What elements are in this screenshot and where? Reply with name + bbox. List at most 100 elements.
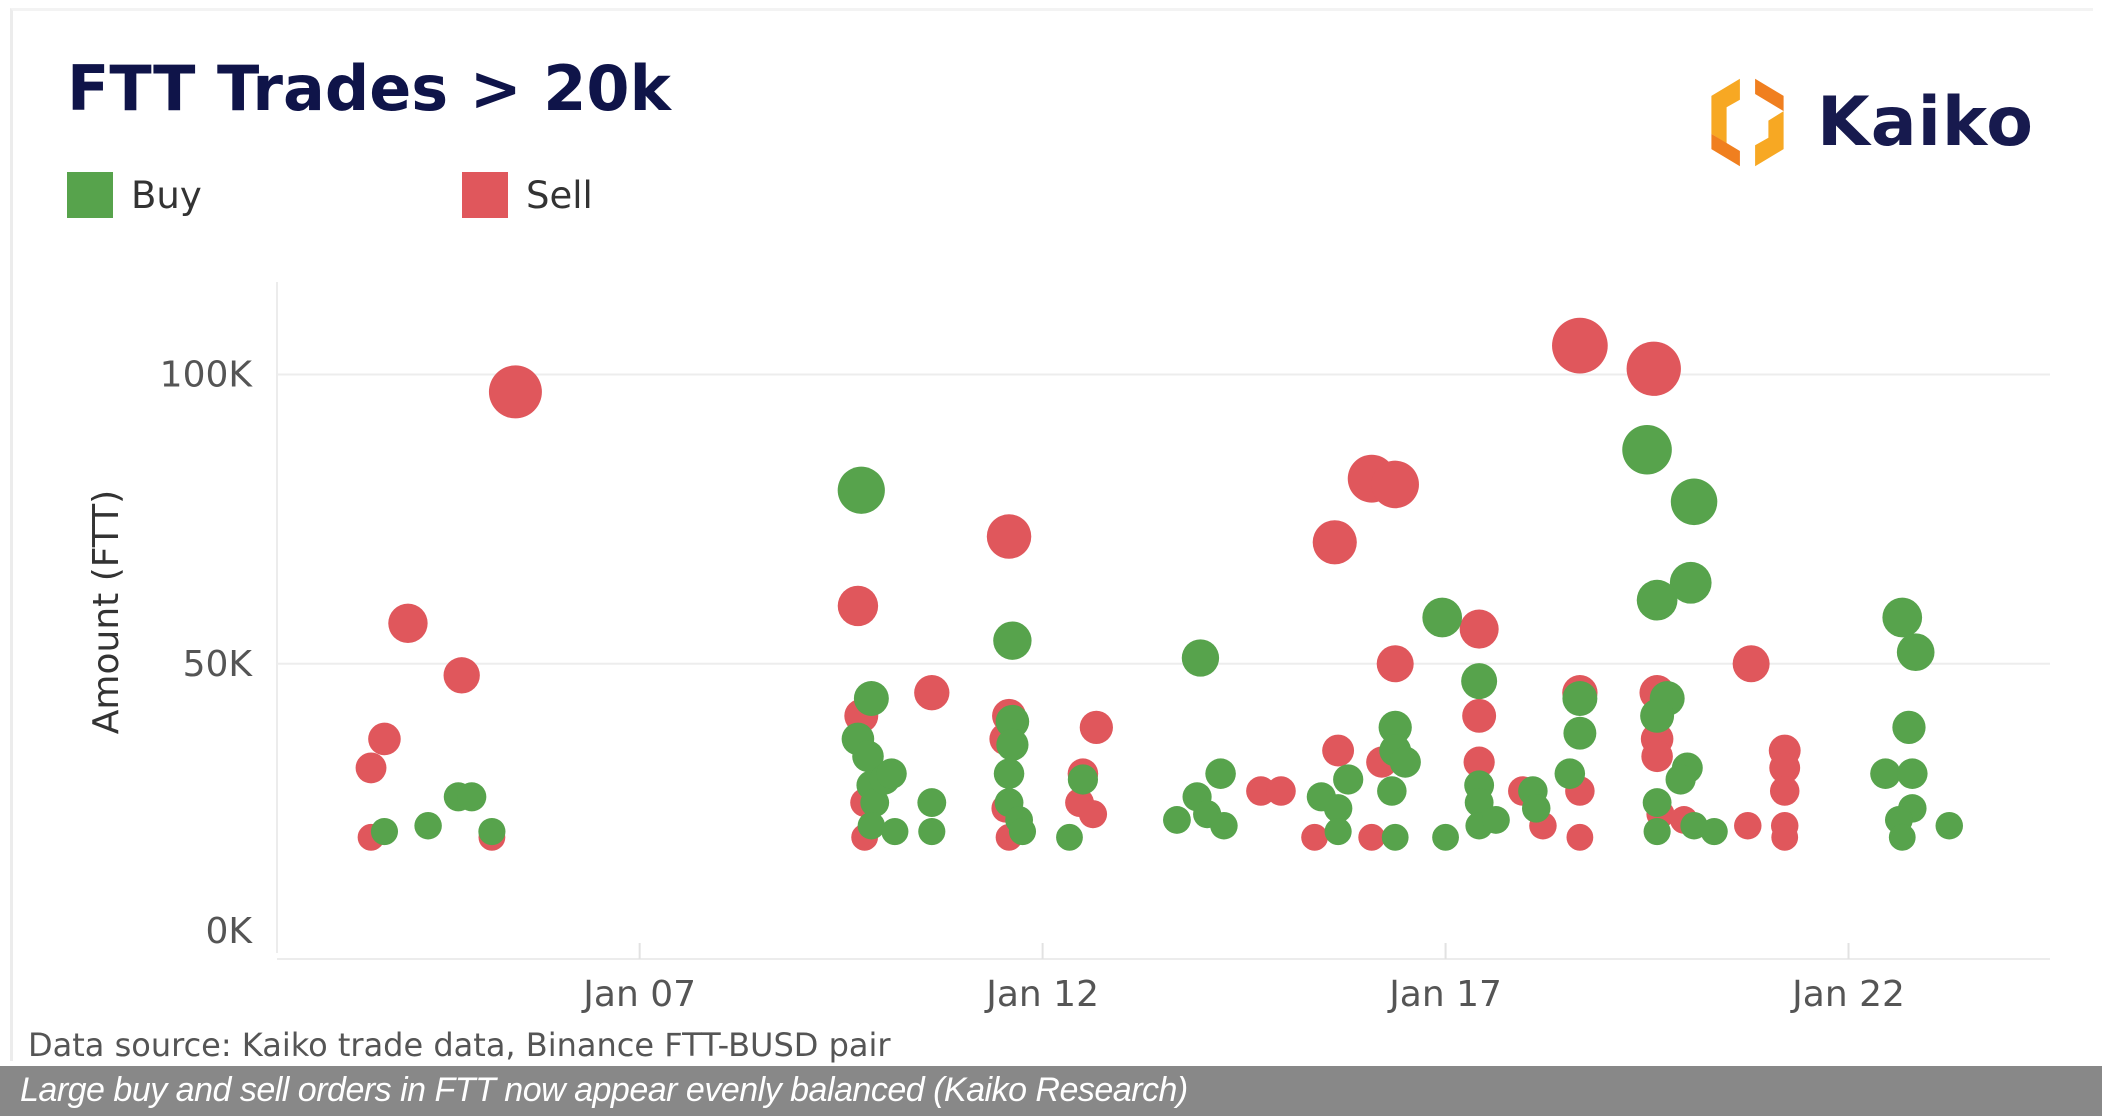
data-point-sell <box>1771 823 1799 851</box>
x-tick-label: Jan 17 <box>1387 974 1502 1015</box>
x-tick-label: Jan 07 <box>581 974 696 1015</box>
data-point-buy <box>1935 812 1964 840</box>
data-point-sell <box>443 657 480 694</box>
data-point-buy <box>1642 788 1672 818</box>
data-point-buy <box>1562 681 1598 716</box>
data-point-buy <box>1377 776 1407 806</box>
data-point-buy <box>1323 794 1353 823</box>
x-tick-label: Jan 22 <box>1790 974 1905 1015</box>
data-point-sell <box>1462 698 1497 733</box>
data-point-buy <box>414 812 442 840</box>
data-point-buy <box>1389 746 1421 778</box>
data-point-buy <box>1422 597 1463 638</box>
data-point-sell <box>1732 645 1770 683</box>
data-point-sell <box>1078 800 1108 829</box>
data-point-buy <box>1324 817 1352 846</box>
legend-item-sell[interactable]: Sell <box>462 172 593 218</box>
data-point-buy <box>1378 710 1412 745</box>
data-point-buy <box>993 758 1025 789</box>
y-tick-label: 100K <box>160 355 254 396</box>
data-point-buy <box>1888 823 1916 851</box>
data-point-buy <box>837 466 885 514</box>
data-point-buy <box>1461 663 1498 700</box>
data-point-buy <box>457 782 487 812</box>
data-point-sell <box>488 365 542 419</box>
data-point-sell <box>1312 520 1357 565</box>
legend-swatch-buy <box>67 172 113 218</box>
data-point-buy <box>1067 764 1099 795</box>
kaiko-hexagon-logo-icon <box>1711 78 1784 167</box>
x-tick-label: Jan 12 <box>984 974 1099 1015</box>
data-point-buy <box>478 817 506 846</box>
data-point-sell <box>1301 823 1329 851</box>
legend-swatch-sell <box>462 172 508 218</box>
data-point-buy <box>1892 710 1926 745</box>
data-point-sell <box>1376 645 1414 683</box>
data-point-buy <box>1882 597 1923 638</box>
data-point-buy <box>1563 716 1597 750</box>
data-point-buy <box>1521 794 1551 823</box>
data-point-buy <box>852 740 884 773</box>
data-point-sell <box>1641 740 1673 773</box>
data-point-buy <box>1333 764 1364 795</box>
data-point-buy <box>1181 639 1220 677</box>
data-point-buy <box>1464 788 1494 818</box>
data-point-buy <box>370 817 399 846</box>
y-tick-label: 50K <box>183 644 254 685</box>
legend-label-sell: Sell <box>526 173 593 217</box>
caption-bar <box>0 1066 2102 1116</box>
image-caption: Large buy and sell orders in FTT now app… <box>20 1071 1188 1109</box>
data-point-buy <box>1640 698 1675 733</box>
data-point-sell <box>1734 812 1762 840</box>
data-point-sell <box>1322 734 1355 767</box>
data-point-sell <box>388 603 428 643</box>
data-point-buy <box>1554 758 1586 789</box>
data-point-sell <box>1566 823 1594 851</box>
data-point-buy <box>1008 817 1037 846</box>
data-point-buy <box>996 728 1029 761</box>
data-point-buy <box>1482 806 1510 834</box>
data-point-buy <box>1381 823 1409 851</box>
data-point-buy <box>1896 633 1935 672</box>
data-point-buy <box>857 812 886 840</box>
data-point-sell <box>837 585 879 627</box>
legend-item-buy[interactable]: Buy <box>67 172 202 218</box>
data-point-buy <box>1636 579 1678 621</box>
data-point-sell <box>914 675 950 711</box>
data-point-buy <box>1163 806 1191 834</box>
data-point-buy <box>1665 764 1696 795</box>
data-point-buy <box>853 681 889 716</box>
data-point-buy <box>1210 812 1238 840</box>
data-point-buy <box>1670 478 1718 526</box>
data-point-buy <box>881 817 909 846</box>
data-point-buy <box>1622 424 1672 475</box>
data-point-sell <box>986 514 1032 559</box>
chart-frame <box>10 8 2093 1061</box>
data-point-sell <box>1626 341 1681 396</box>
data-point-buy <box>993 621 1032 660</box>
data-point-buy <box>1870 758 1901 789</box>
y-axis-label: Amount (FTT) <box>86 490 127 734</box>
y-tick-label: 0K <box>205 911 253 952</box>
data-point-sell <box>1459 609 1499 649</box>
data-point-buy <box>1669 561 1712 604</box>
chart-title: FTT Trades > 20k <box>67 52 671 125</box>
data-point-buy <box>1897 758 1928 789</box>
data-point-buy <box>995 704 1030 739</box>
data-point-buy <box>1643 817 1671 846</box>
data-point-buy <box>876 758 907 789</box>
data-point-sell <box>1463 746 1495 778</box>
data-point-sell <box>355 752 387 784</box>
data-point-sell <box>1769 752 1801 784</box>
data-point-sell <box>1266 776 1296 806</box>
data-point-sell <box>1769 776 1800 806</box>
data-point-buy <box>1432 823 1459 851</box>
data-point-buy <box>1700 817 1728 846</box>
data-point-buy <box>1056 823 1083 851</box>
data-point-sell <box>368 722 401 756</box>
kaiko-logo: Kaiko <box>1700 75 2034 170</box>
data-point-sell <box>1358 823 1386 851</box>
data-source-note: Data source: Kaiko trade data, Binance F… <box>28 1026 891 1064</box>
legend-label-buy: Buy <box>131 173 202 217</box>
